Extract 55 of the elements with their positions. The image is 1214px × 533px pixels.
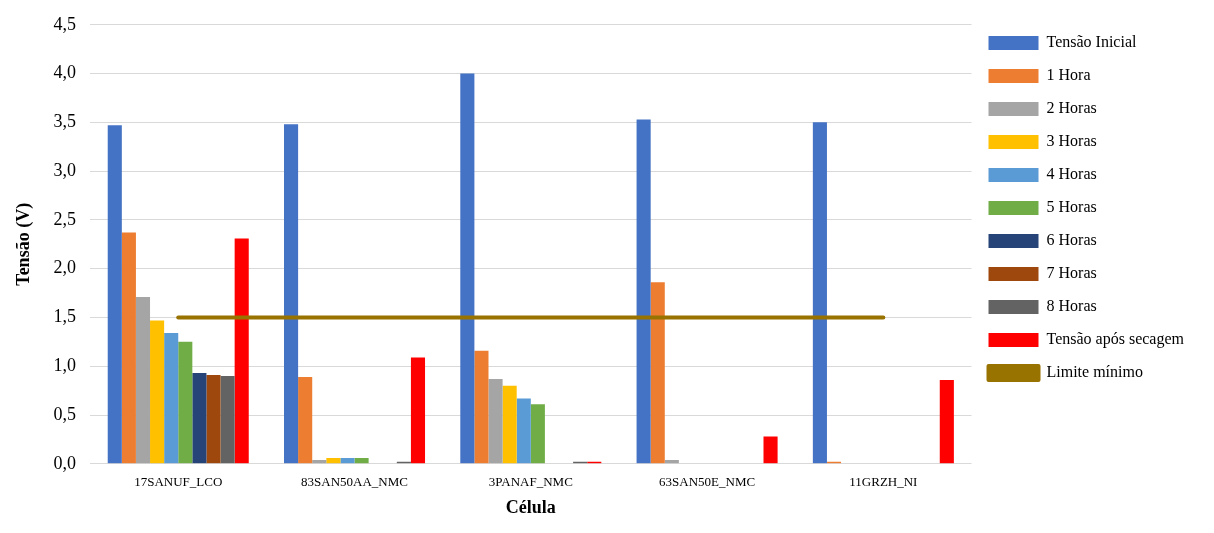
bar	[460, 73, 475, 464]
y-tick-label: 1,0	[53, 354, 77, 375]
bar	[474, 350, 489, 464]
legend-label: 4 Horas	[1046, 165, 1097, 183]
legend-label: 3 Horas	[1046, 132, 1097, 150]
bar	[121, 232, 136, 464]
bar	[192, 373, 207, 464]
bar	[410, 357, 426, 464]
legend-label: 6 Horas	[1046, 231, 1097, 249]
x-axis-title: Célula	[505, 496, 556, 517]
y-tick-label: 0,5	[53, 403, 77, 424]
bar	[326, 457, 341, 464]
bar	[178, 341, 193, 464]
bar	[502, 385, 517, 464]
legend-label: Tensão após secagem	[1046, 330, 1185, 349]
legend-label: 1 Hora	[1046, 66, 1091, 84]
legend-label: 5 Horas	[1046, 198, 1097, 216]
bar	[516, 398, 531, 464]
bar	[135, 296, 151, 464]
x-tick-label: 17SANUF_LCO	[134, 474, 223, 490]
y-tick-label: 4,5	[53, 13, 77, 34]
bar	[206, 375, 221, 464]
bar	[220, 376, 235, 464]
y-axis-title: Tensão (V)	[13, 202, 35, 286]
y-tick-label: 3,0	[53, 159, 77, 180]
y-tick-label: 2,5	[53, 208, 77, 229]
bar	[354, 457, 369, 464]
bar	[107, 125, 122, 464]
legend-label: 2 Horas	[1046, 99, 1097, 117]
bar	[150, 320, 165, 464]
bar	[284, 124, 299, 464]
y-tick-label: 0,0	[53, 452, 77, 473]
bar	[530, 404, 545, 464]
bar	[164, 333, 179, 464]
bar	[298, 376, 313, 464]
legend-label: Limite mínimo	[1046, 363, 1143, 381]
legend-label: 8 Horas	[1046, 297, 1097, 315]
bar	[340, 457, 355, 464]
y-tick-label: 3,5	[53, 111, 77, 132]
y-tick-label: 2,0	[53, 257, 77, 278]
legend-label: 7 Horas	[1046, 264, 1097, 282]
x-tick-label: 63SAN50E_NMC	[659, 474, 756, 490]
bar	[939, 379, 954, 464]
x-tick-label: 3PANAF_NMC	[488, 474, 573, 490]
legend-label: Tensão Inicial	[1046, 33, 1138, 51]
bar	[636, 119, 651, 464]
bar	[650, 282, 665, 464]
bar	[234, 238, 249, 464]
x-tick-label: 11GRZH_NI	[849, 474, 918, 490]
bar	[812, 122, 827, 464]
bar	[763, 436, 778, 464]
y-tick-label: 1,5	[53, 306, 77, 327]
x-tick-label: 83SAN50AA_NMC	[301, 474, 408, 490]
bar	[488, 378, 503, 464]
y-tick-label: 4,0	[53, 62, 77, 83]
